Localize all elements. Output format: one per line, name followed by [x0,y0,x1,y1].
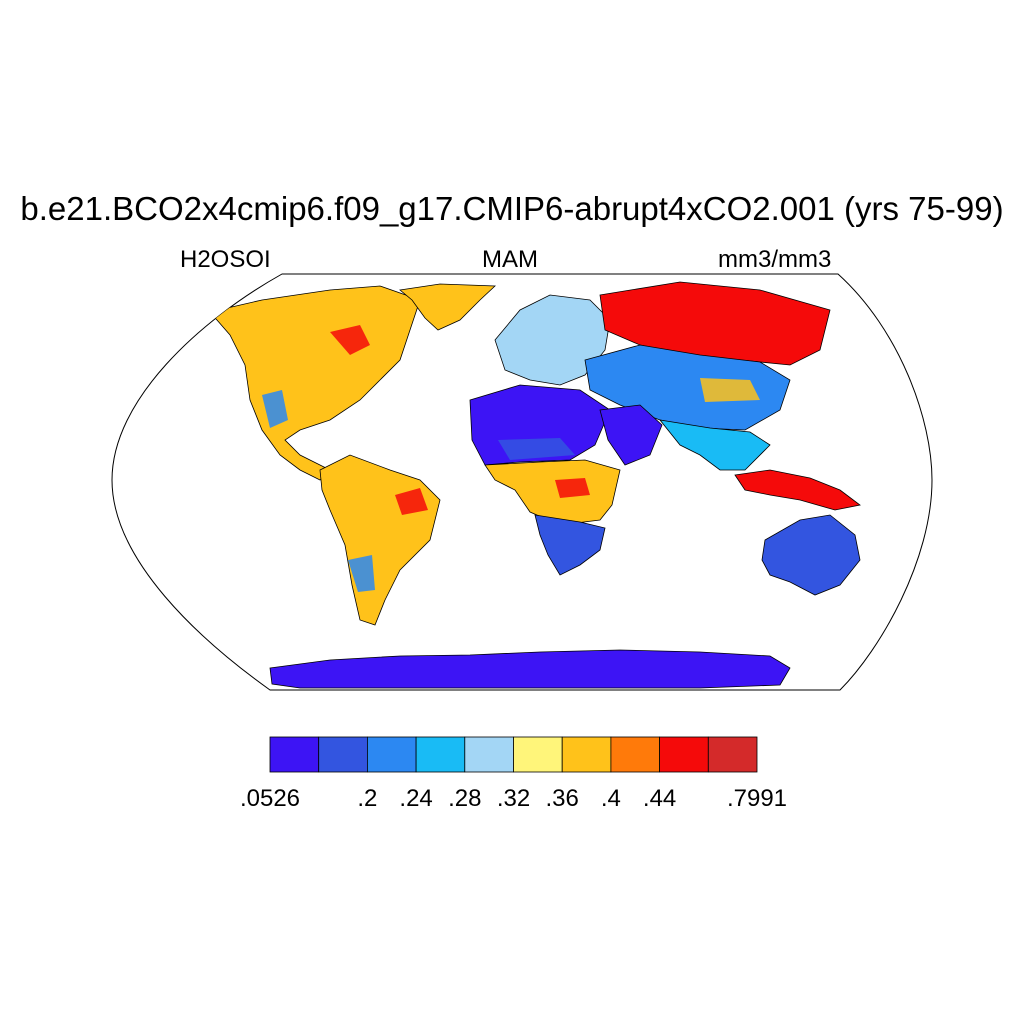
field-texture-patch [700,378,760,402]
colorbar-swatch [659,736,709,773]
field-texture-patch [348,555,375,592]
greenland-region [399,283,496,331]
colorbar-swatch [610,736,661,773]
antarctica-region [269,649,791,689]
field-texture-patch [555,478,590,498]
colorbar-tick-label: .28 [448,785,481,812]
variable-label: H2OSOI [180,246,271,273]
colorbar-tick-label: .0526 [240,785,300,812]
colorbar-swatch [318,736,368,773]
field-texture-patch [330,325,370,355]
colorbar-swatch [561,736,612,773]
colorbar-swatch [513,736,563,773]
indonesia-region [734,469,861,511]
colorbar-tick-label: .2 [357,785,377,812]
field-texture-patch [498,438,575,460]
colorbar-swatch [366,736,417,773]
colorbar-swatch [415,736,466,773]
north-asia-region [599,281,831,366]
colorbar-swatch [464,736,514,773]
europe-region [494,294,611,386]
south-asia-region [659,419,771,471]
colorbar-swatch [707,736,758,773]
colorbar-tick-label: .7991 [727,785,787,812]
north-america-region [209,285,421,481]
colorbar-tick-label: .32 [497,785,530,812]
colorbar-tick-label: .44 [643,785,676,812]
plot-title: b.e21.BCO2x4cmip6.f09_g17.CMIP6-abrupt4x… [20,190,1004,227]
colorbar-swatch [269,736,320,773]
australia-region [761,514,861,596]
field-texture-patch [262,390,288,428]
field-texture-patch [395,488,428,515]
season-label: MAM [482,246,538,273]
arabia-region [599,404,663,466]
colorbar-tick-label: .24 [399,785,432,812]
southern-africa-region [534,514,606,576]
colorbar-tick-label: .36 [546,785,579,812]
central-africa-region [484,459,621,526]
units-label: mm3/mm3 [718,246,832,273]
colorbar-tick-label: .4 [601,785,621,812]
